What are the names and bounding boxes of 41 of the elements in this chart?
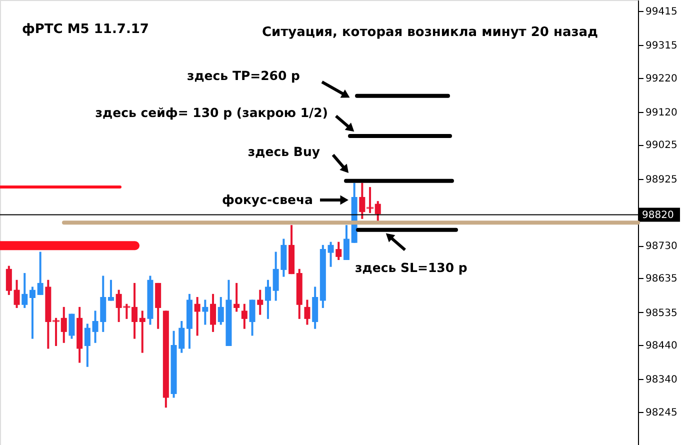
ref-line-label: 98820 [642,210,674,221]
candlestick [139,310,146,354]
annotation: здесь Buy [248,144,320,159]
y-tick-label: 98730 [646,241,678,252]
candlestick [210,292,216,333]
candlestick [14,278,20,309]
text: фРТС M5 11.7.17 [22,22,149,37]
candlestick [84,322,90,368]
candlestick [6,264,12,296]
annotation: фокус-свеча [222,192,313,207]
candlestick [68,312,75,340]
candlestick [257,288,264,316]
candlestick [304,298,310,326]
y-tick-label: 98535 [646,308,678,319]
y-tick-label: 99315 [646,40,678,52]
y-tick-label: 98635 [646,274,678,285]
y-tick-label: 99025 [646,140,678,152]
annotation: здесь сейф= 130 р (закрою 1/2) [95,105,328,120]
annotation: здесь TP=260 р [186,68,300,83]
candlestick [264,278,271,320]
y-tick-label: 99415 [646,6,678,18]
candlestick [37,250,44,296]
y-tick-label: 98440 [646,340,678,352]
candlestick [336,240,342,262]
candlestick [194,296,200,337]
candlestick [241,302,248,330]
candlestick [202,298,208,326]
y-tick-label: 99220 [646,73,678,84]
candlestick [328,240,334,268]
candlestick [22,272,28,309]
text: Ситуация, которая возникла минут 20 назад [262,25,598,40]
candlestick [249,298,256,337]
candlestick [29,286,36,340]
annotation: здесь SL=130 р [355,260,468,275]
y-tick-label: 98245 [646,407,678,418]
y-tick-label: 99120 [646,108,678,119]
candlestick [343,224,350,262]
candlestick [108,278,114,302]
y-tick-label: 98340 [646,374,678,386]
y-tick-label: 98925 [646,174,678,186]
candlestick [234,282,240,313]
